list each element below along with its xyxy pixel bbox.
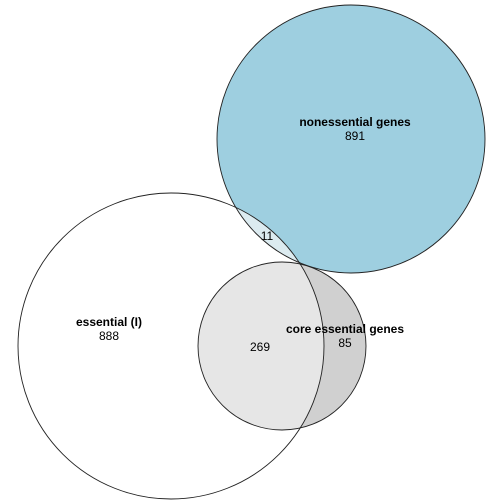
nonessential-label: nonessential genes (299, 115, 411, 129)
essential-outline (17, 192, 325, 500)
essential-nonessential-count: 11 (261, 229, 274, 243)
essential-core-count: 269 (250, 340, 270, 354)
core-essential-outline (197, 261, 367, 431)
essential-label: essential (I) (76, 315, 142, 329)
nonessential-circle (217, 5, 485, 273)
essential-count: 888 (99, 329, 119, 343)
core-essential-label: core essential genes (286, 322, 404, 336)
core-essential-count: 85 (338, 336, 352, 350)
essential-core-overlap (198, 262, 324, 430)
nonessential-count: 891 (345, 129, 365, 143)
nonessential-outline (216, 4, 486, 274)
